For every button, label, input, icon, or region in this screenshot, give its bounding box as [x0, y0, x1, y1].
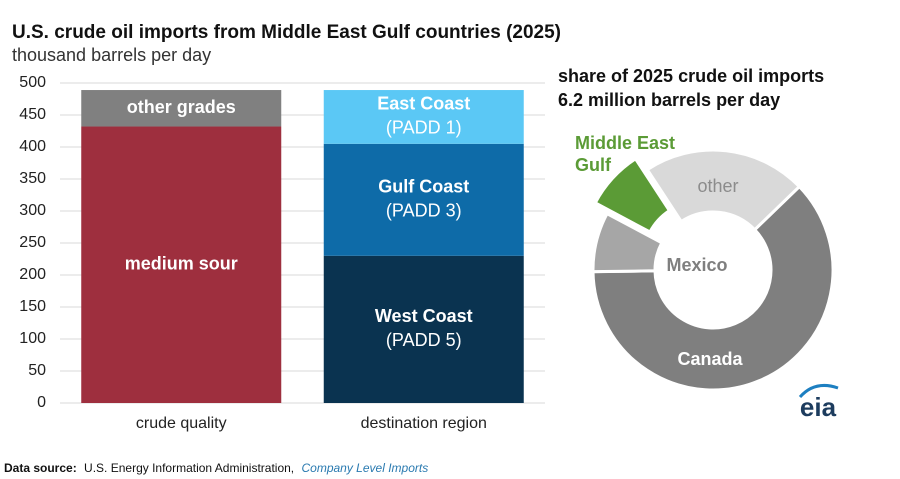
logo-swoosh: [798, 384, 839, 399]
bar-segment: [81, 90, 282, 127]
slice-label: Mexico: [666, 255, 727, 275]
pie-slice: [593, 156, 672, 235]
pie-slice: [591, 184, 835, 392]
bar-segment: [323, 143, 524, 256]
slice-label: other: [697, 176, 738, 196]
pie-title: share of 2025 crude oil imports: [558, 66, 824, 86]
y-tick-label: 350: [19, 170, 46, 187]
y-tick-label: 50: [28, 362, 46, 379]
segment-label: Gulf Coast: [378, 177, 469, 197]
segment-sublabel: (PADD 1): [386, 118, 462, 138]
y-tick-label: 100: [19, 330, 46, 347]
y-tick-label: 200: [19, 266, 46, 283]
y-tick-label: 400: [19, 138, 46, 155]
y-tick-label: 0: [37, 394, 46, 411]
slice-label-box: Middle East Gulf: [575, 133, 676, 175]
slice-label: Canada: [677, 349, 743, 369]
segment-sublabel: (PADD 3): [386, 201, 462, 221]
segment-label: West Coast: [375, 306, 473, 326]
bar-segment: [323, 255, 524, 403]
segment-label: East Coast: [377, 94, 470, 114]
source-link[interactable]: Company Level Imports: [301, 461, 428, 475]
x-tick-label: crude quality: [136, 415, 227, 432]
bar-segment: [323, 90, 524, 144]
segment-label: medium sour: [125, 254, 238, 274]
y-tick-label: 150: [19, 298, 46, 315]
chart-subtitle: thousand barrels per day: [12, 45, 211, 65]
segment-sublabel: (PADD 5): [386, 330, 462, 350]
chart-title: U.S. crude oil imports from Middle East …: [12, 22, 561, 43]
source-label: Data source:: [4, 461, 77, 475]
pie-slice: [645, 148, 802, 232]
y-tick-label: 250: [19, 234, 46, 251]
segment-label: other grades: [127, 97, 236, 117]
y-tick-label: 450: [19, 106, 46, 123]
slice-label: Middle East Gulf: [575, 133, 676, 175]
logo: eia: [800, 392, 837, 422]
footer: Data source: U.S. Energy Information Adm…: [4, 461, 428, 475]
y-tick-label: 300: [19, 202, 46, 219]
pie-slice: [591, 211, 664, 274]
y-tick-label: 500: [19, 74, 46, 91]
bar-segment: [81, 126, 282, 404]
pie-subtitle: 6.2 million barrels per day: [558, 90, 780, 110]
x-tick-label: destination region: [361, 415, 487, 432]
source: U.S. Energy Information Administration,: [84, 461, 294, 475]
